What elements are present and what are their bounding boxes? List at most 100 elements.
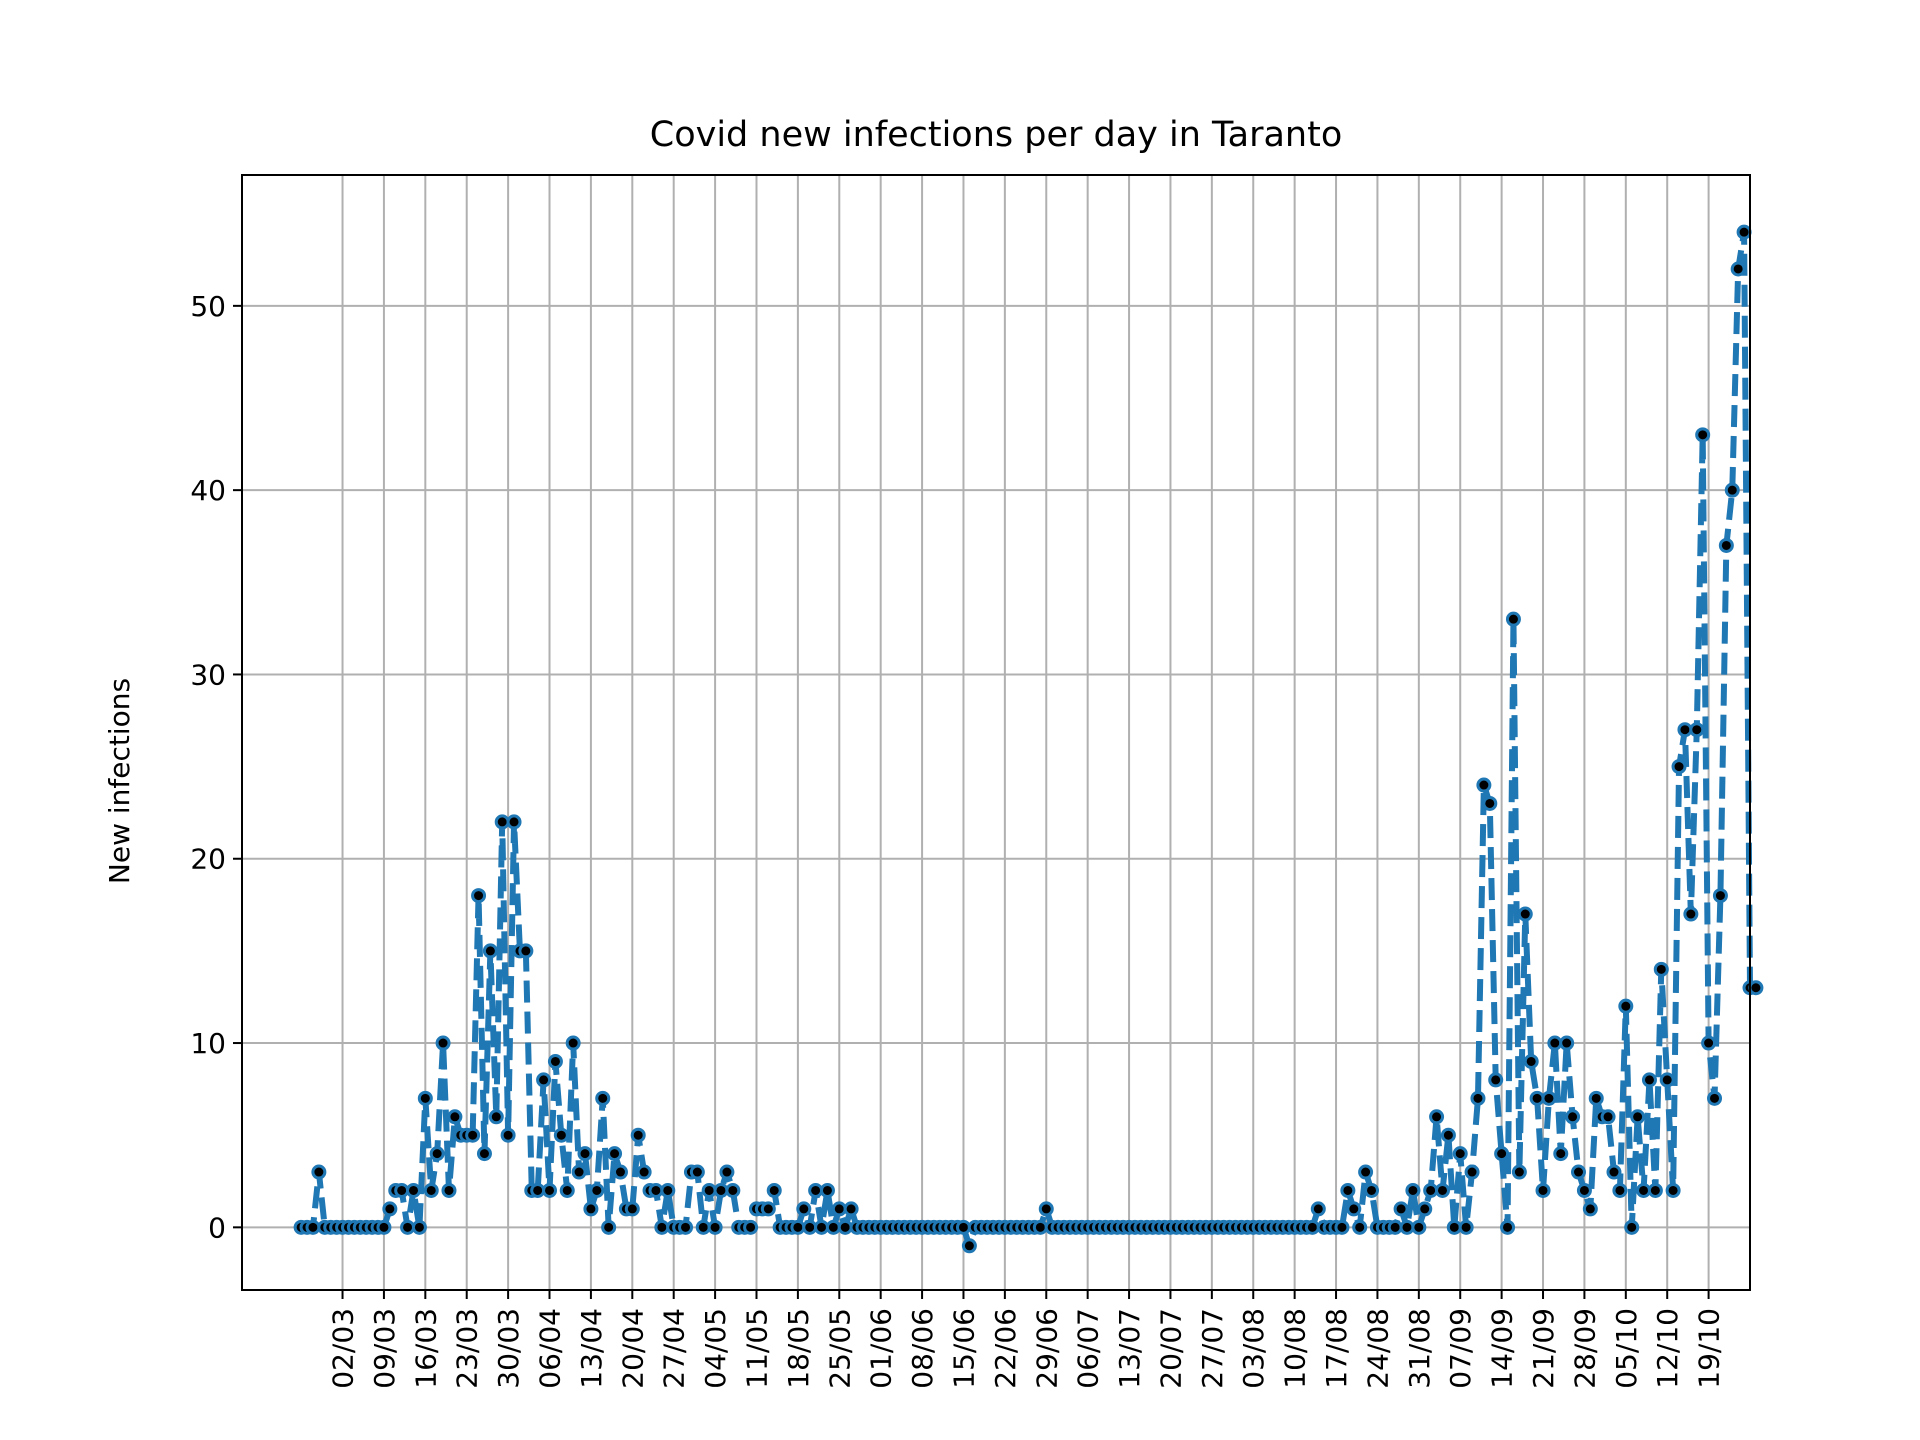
data-point	[1488, 1072, 1504, 1088]
x-tick-label: 13/04	[575, 1308, 608, 1389]
x-tick-label: 31/08	[1403, 1308, 1436, 1389]
data-point	[376, 1219, 392, 1235]
data-point	[843, 1201, 859, 1217]
data-point	[542, 1182, 558, 1198]
y-tick-label: 30	[190, 658, 226, 691]
data-point	[311, 1164, 327, 1180]
data-point	[1482, 795, 1498, 811]
data-point	[636, 1164, 652, 1180]
data-point	[808, 1182, 824, 1198]
data-point	[405, 1182, 421, 1198]
x-tick-label: 13/07	[1113, 1308, 1146, 1389]
data-point	[1523, 1053, 1539, 1069]
data-point	[1641, 1072, 1657, 1088]
x-tick-label: 22/06	[989, 1308, 1022, 1389]
data-point	[1038, 1201, 1054, 1217]
data-point	[1565, 1109, 1581, 1125]
data-point	[1505, 611, 1521, 627]
data-point	[1476, 777, 1492, 793]
x-tick-label: 03/08	[1237, 1308, 1270, 1389]
x-tick-label: 10/08	[1279, 1308, 1312, 1389]
data-point	[494, 814, 510, 830]
data-point	[796, 1201, 812, 1217]
data-point	[1500, 1219, 1516, 1235]
data-point	[435, 1035, 451, 1051]
plot-frame	[241, 174, 1751, 1291]
data-point	[1470, 1090, 1486, 1106]
data-point	[536, 1072, 552, 1088]
data-point	[1582, 1201, 1598, 1217]
data-point	[1452, 1146, 1468, 1162]
data-point	[500, 1127, 516, 1143]
data-point	[624, 1201, 640, 1217]
x-tick-label: 09/03	[368, 1308, 401, 1389]
data-point	[1707, 1090, 1723, 1106]
data-point	[429, 1146, 445, 1162]
data-point	[583, 1201, 599, 1217]
data-point	[400, 1219, 416, 1235]
data-point	[559, 1182, 575, 1198]
data-point	[1529, 1090, 1545, 1106]
x-tick-label: 20/07	[1154, 1308, 1187, 1389]
data-point	[382, 1201, 398, 1217]
data-point	[1547, 1035, 1563, 1051]
data-point	[465, 1127, 481, 1143]
data-point	[1689, 722, 1705, 738]
data-point	[553, 1127, 569, 1143]
data-point	[1588, 1090, 1604, 1106]
data-point	[1730, 261, 1746, 277]
y-axis-label: New infections	[103, 678, 136, 884]
x-axis-ticks: 02/03 09/03 16/03 23/03 30/03 06/04 13/04 20/04…	[327, 1290, 1726, 1389]
data-point	[1417, 1201, 1433, 1217]
data-point	[1612, 1182, 1628, 1198]
data-point	[1032, 1219, 1048, 1235]
data-point	[1553, 1146, 1569, 1162]
data-point	[1571, 1164, 1587, 1180]
grid-lines	[242, 175, 1750, 1290]
x-tick-label: 21/09	[1527, 1308, 1560, 1389]
data-point	[678, 1219, 694, 1235]
data-point	[1446, 1219, 1462, 1235]
data-point	[565, 1035, 581, 1051]
data-point	[1535, 1182, 1551, 1198]
data-point	[648, 1182, 664, 1198]
data-point	[423, 1182, 439, 1198]
x-tick-label: 27/04	[658, 1308, 691, 1389]
data-point	[1340, 1182, 1356, 1198]
x-tick-label: 14/09	[1486, 1308, 1519, 1389]
x-tick-label: 06/07	[1072, 1308, 1105, 1389]
data-point	[695, 1219, 711, 1235]
x-tick-label: 24/08	[1361, 1308, 1394, 1389]
data-point	[601, 1219, 617, 1235]
x-tick-label: 18/05	[782, 1308, 815, 1389]
y-tick-label: 20	[190, 843, 226, 876]
data-point	[1310, 1201, 1326, 1217]
data-point	[689, 1164, 705, 1180]
x-tick-label: 23/03	[451, 1308, 484, 1389]
data-point	[819, 1182, 835, 1198]
x-tick-label: 04/05	[699, 1308, 732, 1389]
data-point	[1304, 1219, 1320, 1235]
data-point	[1695, 427, 1711, 443]
data-point	[654, 1219, 670, 1235]
data-point	[1494, 1146, 1510, 1162]
data-point	[719, 1164, 735, 1180]
data-point	[1393, 1201, 1409, 1217]
data-point	[1411, 1219, 1427, 1235]
data-point	[441, 1182, 457, 1198]
chart-title: Covid new infections per day in Taranto	[650, 115, 1343, 155]
data-point	[1630, 1109, 1646, 1125]
data-point	[411, 1219, 427, 1235]
data-point	[612, 1164, 628, 1180]
data-point	[814, 1219, 830, 1235]
data-point	[577, 1146, 593, 1162]
data-point	[1724, 482, 1740, 498]
data-point	[1517, 906, 1533, 922]
data-point	[1665, 1182, 1681, 1198]
data-point	[1405, 1182, 1421, 1198]
data-point	[506, 814, 522, 830]
data-point	[547, 1053, 563, 1069]
data-point	[1541, 1090, 1557, 1106]
data-point	[1334, 1219, 1350, 1235]
data-point	[417, 1090, 433, 1106]
